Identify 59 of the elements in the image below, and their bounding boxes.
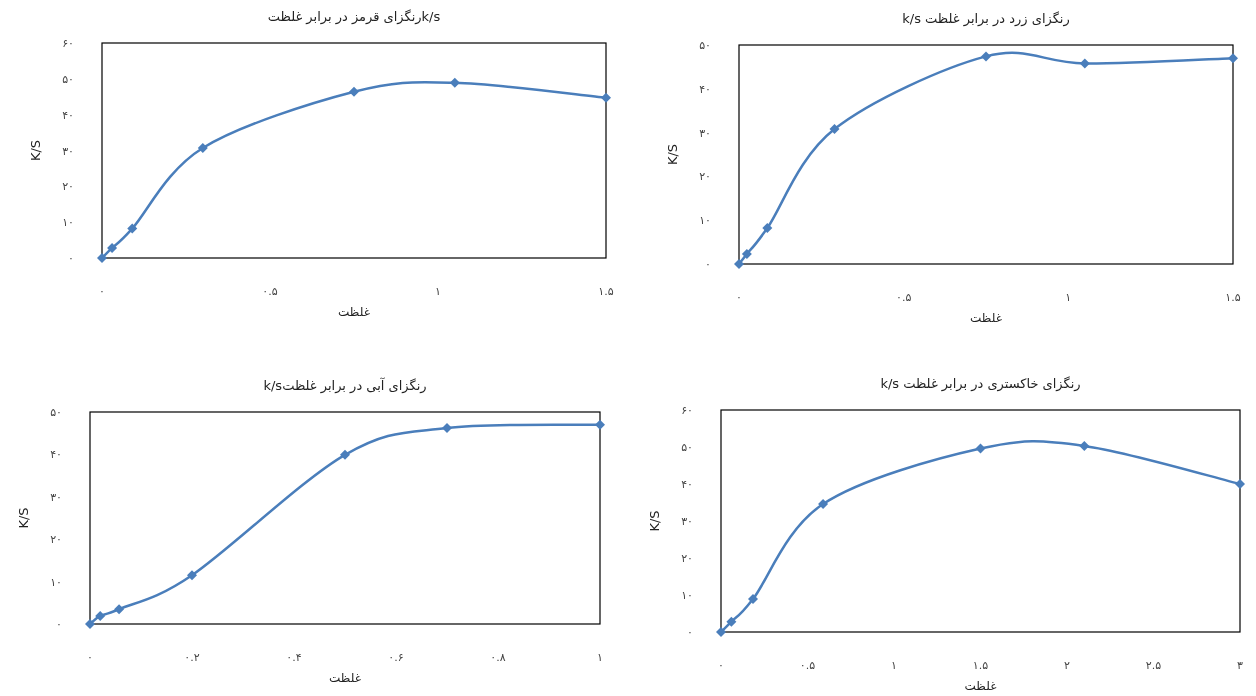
- ytick-label: ۶۰: [681, 404, 693, 417]
- title: رنگزای خاکستری در برابر غلظت k/s: [880, 376, 1081, 391]
- xtick-label: ۰: [87, 651, 93, 664]
- ytick-label: ۳۰: [62, 144, 74, 158]
- ytick-label: ۵۰: [62, 72, 74, 86]
- title: k/sرنگزای قرمز در برابر غلظت: [267, 9, 441, 24]
- xlabel: غلظت: [329, 671, 361, 685]
- xtick-label: ۱: [891, 659, 897, 672]
- ytick-label: ۰: [68, 252, 74, 265]
- xtick-label: ۰.۵: [896, 291, 912, 304]
- xlabel: غلظت: [964, 679, 997, 693]
- ytick-label: ۵۰: [50, 406, 62, 419]
- ytick-label: ۵۰: [681, 441, 693, 454]
- ylabel: K/S: [28, 139, 43, 162]
- ytick-label: ۲۰: [62, 180, 74, 194]
- ytick-label: ۱۰: [681, 589, 693, 602]
- title: رنگزای زرد در برابر غلظت k/s: [902, 11, 1070, 26]
- xtick-label: ۰.۵: [262, 285, 278, 298]
- ytick-label: ۴۰: [699, 82, 711, 96]
- xtick-label: ۱.۵: [1225, 291, 1241, 304]
- ytick-label: ۳۰: [50, 490, 62, 504]
- ytick-label: ۴۰: [50, 448, 62, 462]
- xlabel: غلظت: [338, 305, 370, 319]
- ytick-label: ۳۰: [699, 126, 711, 140]
- xtick-label: ۰: [99, 285, 105, 298]
- ylabel: K/S: [16, 507, 31, 529]
- ytick-label: ۰: [687, 626, 693, 639]
- xtick-label: ۰.۴: [286, 651, 302, 664]
- ytick-label: ۴۰: [62, 108, 74, 122]
- ytick-label: ۲۰: [699, 170, 711, 184]
- xtick-label: ۰.۸: [490, 651, 506, 664]
- xlabel: غلظت: [970, 311, 1002, 325]
- xtick-label: ۰: [736, 291, 742, 304]
- xtick-label: ۱: [435, 285, 441, 298]
- ylabel: K/S: [665, 143, 680, 166]
- xtick-label: ۰.۵: [799, 659, 816, 672]
- xtick-label: ۰.۶: [388, 651, 404, 664]
- xtick-label: ۰: [718, 659, 724, 672]
- xtick-label: ۱.۵: [598, 285, 614, 298]
- ytick-label: ۰: [705, 258, 711, 271]
- xtick-label: ۱.۵: [972, 659, 989, 672]
- xtick-label: ۱: [597, 651, 603, 664]
- ytick-label: ۱۰: [62, 216, 74, 230]
- xtick-label: ۱: [1065, 291, 1072, 304]
- title: رنگزای آبی در برابر غلظتk/s: [263, 378, 427, 393]
- ytick-label: ۰: [56, 618, 62, 631]
- ytick-label: ۴۰: [681, 478, 693, 491]
- xtick-label: ۲.۵: [1145, 659, 1162, 672]
- ytick-label: ۶۰: [62, 37, 74, 50]
- ytick-label: ۵۰: [699, 39, 711, 52]
- ylabel: K/S: [647, 510, 662, 532]
- xtick-label: ۰.۲: [184, 651, 200, 664]
- ytick-label: ۱۰: [699, 214, 711, 228]
- ytick-label: ۲۰: [50, 533, 62, 547]
- ytick-label: ۳۰: [681, 515, 693, 528]
- xtick-label: ۲: [1064, 659, 1070, 672]
- ytick-label: ۱۰: [50, 575, 62, 589]
- xtick-label: ۳: [1237, 659, 1243, 672]
- ytick-label: ۲۰: [681, 552, 693, 565]
